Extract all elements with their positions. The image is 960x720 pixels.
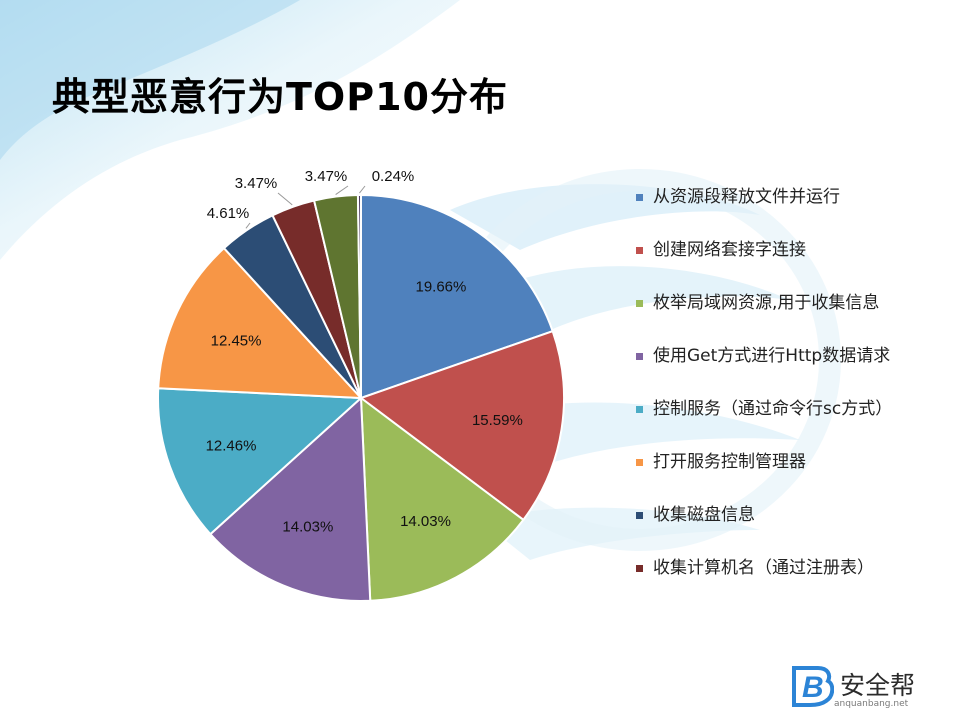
legend-item: 打开服务控制管理器: [636, 451, 921, 474]
data-label-9: 3.47%: [305, 168, 348, 185]
legend-label: 从资源段释放文件并运行: [653, 187, 840, 207]
legend-item: 从资源段释放文件并运行: [636, 186, 921, 209]
legend-item: 使用Get方式进行Http数据请求: [636, 345, 921, 368]
legend-swatch: [636, 512, 643, 519]
legend-swatch: [636, 194, 643, 201]
brand-logo: B 安全帮 anquanbang.net: [790, 662, 940, 714]
svg-text:B: B: [802, 671, 824, 704]
legend-item: 收集磁盘信息: [636, 504, 921, 527]
legend-label: 创建网络套接字连接: [653, 240, 806, 260]
data-label-1: 19.66%: [415, 278, 466, 295]
legend-swatch: [636, 565, 643, 572]
legend-item: 收集计算机名（通过注册表）: [636, 557, 921, 580]
legend-label: 收集计算机名（通过注册表）: [653, 558, 874, 578]
legend-swatch: [636, 353, 643, 360]
brand-domain: anquanbang.net: [834, 699, 909, 709]
data-label-5: 12.46%: [206, 437, 257, 454]
data-label-7: 4.61%: [207, 205, 250, 222]
data-label-8: 3.47%: [235, 175, 278, 192]
data-label-3: 14.03%: [400, 513, 451, 530]
brand-b-icon: B: [792, 666, 835, 707]
legend-label: 控制服务（通过命令行sc方式）: [653, 399, 893, 419]
pie-slice-3: [359, 395, 525, 602]
legend-label: 枚举局域网资源,用于收集信息: [653, 293, 880, 313]
pie-slice-4: [208, 395, 372, 602]
slide-title: 典型恶意行为TOP10分布: [52, 75, 508, 119]
legend-item: 创建网络套接字连接: [636, 239, 921, 262]
legend-label: 收集磁盘信息: [653, 505, 755, 525]
pie-slice-6: [157, 246, 364, 400]
leader-line-9: [335, 185, 349, 195]
pie-slice-2: [358, 329, 565, 522]
legend-swatch: [636, 247, 643, 254]
legend-label: 打开服务控制管理器: [653, 452, 806, 472]
legend-item: 控制服务（通过命令行sc方式）: [636, 398, 921, 421]
data-label-6: 12.45%: [211, 332, 262, 349]
brand-name: 安全帮: [840, 671, 916, 700]
leader-line-7: [245, 222, 251, 229]
legend-label: 使用Get方式进行Http数据请求: [653, 346, 891, 366]
pie-slice-5: [157, 387, 364, 536]
data-label-10: 0.24%: [372, 168, 415, 185]
legend-item: 枚举局域网资源,用于收集信息: [636, 292, 921, 315]
data-label-4: 14.03%: [282, 518, 333, 535]
leader-line-10: [359, 185, 366, 194]
pie-slice-10: [356, 193, 362, 399]
legend-swatch: [636, 406, 643, 413]
legend-swatch: [636, 300, 643, 307]
legend-swatch: [636, 459, 643, 466]
leader-line-8: [277, 192, 293, 206]
data-label-2: 15.59%: [472, 412, 523, 429]
